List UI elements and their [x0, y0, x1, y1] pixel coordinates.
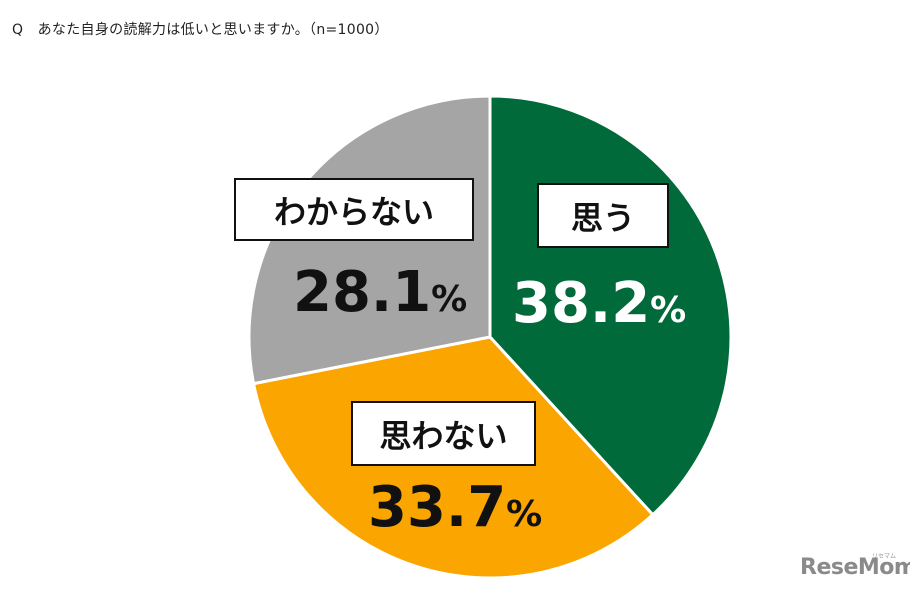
value-omowanai: 33.7%	[368, 475, 543, 540]
resemom-logo: ReseMom	[800, 555, 910, 580]
resemom-logo-sub: リセマム	[872, 553, 897, 560]
question-title: Q あなた自身の読解力は低いと思いますか。（n=1000）	[12, 22, 389, 38]
label-omou: 思う	[537, 183, 669, 248]
value-wakaranai: 28.1%	[293, 260, 468, 325]
label-omowanai: 思わない	[351, 401, 536, 466]
label-wakaranai: わからない	[234, 178, 474, 241]
value-omou: 38.2%	[512, 271, 687, 336]
